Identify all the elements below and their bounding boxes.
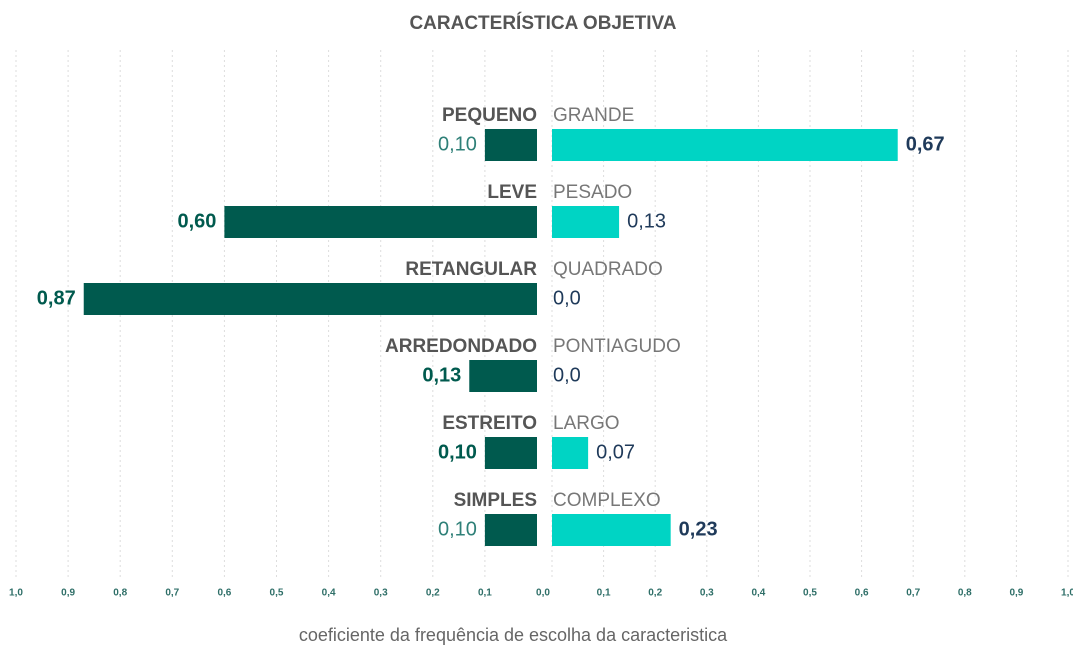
right-category-label: GRANDE xyxy=(553,105,634,126)
x-tick-label: 0,3 xyxy=(374,588,388,599)
x-tick-label: 1,0 xyxy=(1061,588,1073,599)
right-category-label: COMPLEXO xyxy=(553,490,661,511)
x-tick-label: 0,9 xyxy=(61,588,75,599)
x-tick-label: 0,3 xyxy=(700,588,714,599)
bar xyxy=(552,129,898,161)
x-tick-label: 0,6 xyxy=(855,588,869,599)
value-label: 0,13 xyxy=(422,364,461,386)
x-tick-label: 0,2 xyxy=(426,588,440,599)
value-label: 0,07 xyxy=(596,441,635,463)
value-label: 0,10 xyxy=(438,133,477,155)
value-label: 0,13 xyxy=(627,210,666,232)
x-tick-label: 0,2 xyxy=(648,588,662,599)
x-tick-label: 1,0 xyxy=(9,588,23,599)
bar xyxy=(484,129,537,161)
left-category-label: RETANGULAR xyxy=(405,259,537,280)
bar xyxy=(552,437,589,469)
value-label: 0,10 xyxy=(438,518,477,540)
x-tick-label: 0,5 xyxy=(803,588,817,599)
x-tick-label: 0,0 xyxy=(536,588,550,599)
left-category-label: ESTREITO xyxy=(442,413,537,434)
x-tick-label: 0,6 xyxy=(217,588,231,599)
right-category-label: PESADO xyxy=(553,182,632,203)
bar xyxy=(469,360,537,392)
x-axis-label: coeficiente da frequência de escolha da … xyxy=(299,625,728,645)
value-label: 0,0 xyxy=(553,287,581,309)
chart-title: CARACTERÍSTICA OBJETIVA xyxy=(409,12,676,34)
left-category-label: ARREDONDADO xyxy=(385,336,537,357)
x-tick-label: 0,4 xyxy=(322,588,336,599)
bar xyxy=(484,437,537,469)
left-category-label: LEVE xyxy=(487,182,537,203)
value-label: 0,67 xyxy=(906,133,945,155)
bar xyxy=(484,514,537,546)
value-label: 0,87 xyxy=(37,287,76,309)
x-tick-label: 0,4 xyxy=(751,588,765,599)
value-label: 0,10 xyxy=(438,441,477,463)
x-tick-label: 0,1 xyxy=(478,588,492,599)
left-category-label: SIMPLES xyxy=(454,490,537,511)
x-tick-label: 0,5 xyxy=(270,588,284,599)
bar xyxy=(83,283,537,315)
x-tick-label: 0,8 xyxy=(113,588,127,599)
x-tick-label: 0,8 xyxy=(958,588,972,599)
x-tick-label: 0,7 xyxy=(906,588,920,599)
value-label: 0,23 xyxy=(679,518,718,540)
bar xyxy=(552,206,620,238)
right-category-label: LARGO xyxy=(553,413,620,434)
value-label: 0,0 xyxy=(553,364,581,386)
value-label: 0,60 xyxy=(177,210,216,232)
left-category-label: PEQUENO xyxy=(442,105,537,126)
bar xyxy=(224,206,537,238)
x-tick-label: 0,9 xyxy=(1009,588,1023,599)
right-category-label: QUADRADO xyxy=(553,259,663,280)
x-tick-label: 0,1 xyxy=(597,588,611,599)
right-category-label: PONTIAGUDO xyxy=(553,336,681,357)
bar xyxy=(552,514,671,546)
x-tick-label: 0,7 xyxy=(165,588,179,599)
